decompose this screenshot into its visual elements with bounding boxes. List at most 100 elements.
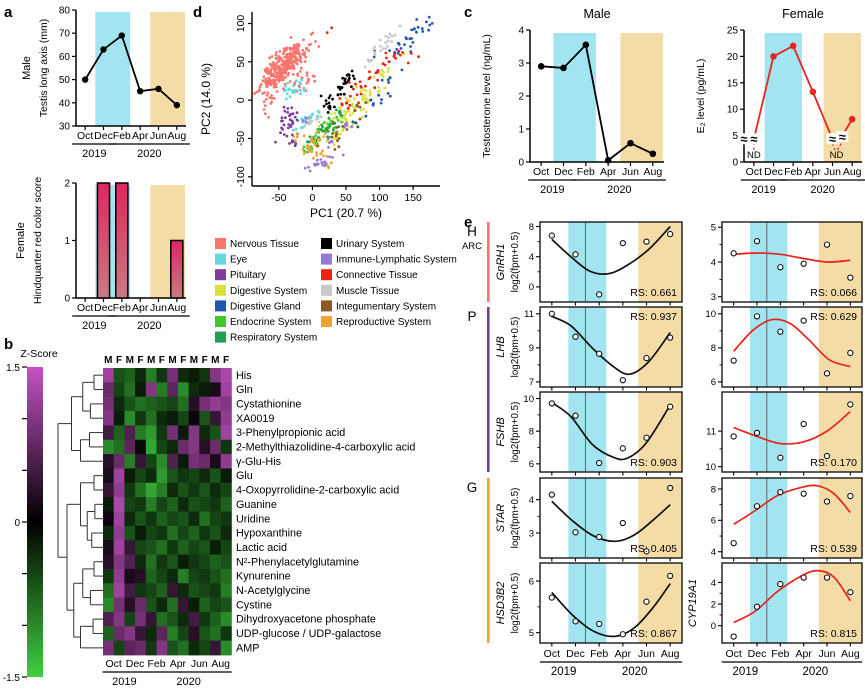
label: 0 [518,158,524,169]
fit-curve [551,583,671,638]
label: 15 [727,78,739,89]
label: Hindquarter red color score [32,177,44,304]
heatmap-month-axis: Oct Dec Feb Apr Jun Aug 2019 2020 [102,658,232,688]
gene-label: CYP19A1 [687,579,699,627]
legend-label: Digestive System [230,286,307,297]
label: 5 [529,628,534,639]
metabolite-label: UDP-glucose / UDP-galactose [236,628,381,640]
label: Apr [805,166,822,178]
cluster-reproductive-system [292,131,333,170]
colorbar-title: Z-Score [20,348,58,360]
label: 10 [727,105,739,116]
label: Feb [590,648,608,660]
gene-label: GnRH1 [495,244,507,281]
label: Feb [784,166,802,178]
label: 6 [529,576,534,587]
label: 2019 [751,184,775,196]
label: 7 [529,377,534,388]
label: Apr [170,658,187,670]
rs-value: RS: 0.661 [630,287,677,299]
label: Jun [150,302,167,314]
group-label: G [467,480,478,495]
label: M [104,355,112,366]
label: Jun [819,648,836,660]
panel-label-a: a [4,4,13,21]
label: M [126,355,134,366]
label: Feb [577,166,595,178]
expression-plot-col1row2: 10 11 RS: 0.170 [705,391,863,476]
fit-curve [551,500,671,543]
cluster-digestive-gland [351,15,434,129]
label: 0 [529,282,534,293]
label: 3 [711,292,716,303]
label: Jun [824,166,841,178]
label: 8 [711,343,716,354]
rs-value: RS: 0.867 [630,628,677,640]
label: 6 [711,516,716,527]
nd-label: ND [830,150,844,161]
label: Dec [94,302,113,314]
metabolite-label: XA0019 [236,413,274,425]
label: Oct [746,166,762,178]
pca-scatter [253,15,434,173]
cluster-urinary-system [319,69,356,114]
label: 80 [59,6,71,17]
label: Apr [600,166,617,178]
panel-label-c: c [464,4,473,21]
label: Feb [147,658,165,670]
label: M [147,355,155,366]
panel-label-d: d [193,4,203,21]
expression-plot-CYP19A1: 0 2 4 RS: 0.815 CYP19A1 Oct Dec Feb Apr Jun Aug 201… [687,562,863,678]
label: -100 [235,166,247,187]
label: 5 [732,131,738,142]
label: 100 [371,192,389,204]
label: Apr [132,302,149,314]
expression-plot-HSD3B2: 5 6 RS: 0.867 HSD3B2 log2(fpm+0.5) Oct Dec Feb A… [495,562,683,678]
label: 2020 [137,320,161,332]
label: Aug [841,648,860,660]
label: 1.5 [6,363,20,374]
gene-label: LHB [495,336,507,357]
fit-curve [733,484,851,525]
dendrogram [57,374,103,649]
month-axis: Oct Dec Feb Apr Jun Aug 2019 2020 [740,166,865,196]
legend-label: Urinary System [336,239,404,250]
label: Apr [615,648,632,660]
label: 100 [235,15,247,33]
cluster-muscle-tissue [303,24,402,127]
label: Dec [554,166,573,178]
metabolite-label: Gln [236,384,253,396]
label: 0 [310,192,316,204]
label: 0 [732,158,738,169]
label: 4 [529,252,534,263]
legend-label: Reproductive System [336,317,431,328]
label: 10 [705,309,716,320]
expression-plot-GnRH1: 0 4 8 RS: 0.661 GnRH1 log2(fpm+0.5) [495,221,683,306]
label: Dec [94,130,113,142]
label: 25 [727,26,739,37]
gene-label: HSD3B2 [495,582,507,625]
label: 4 [518,26,524,37]
label: Oct [106,658,122,670]
legend-label: Endocrine System [230,317,311,328]
panel-label-e: e [464,214,473,231]
label: Aug [211,658,230,670]
axis-break: ≈ [750,131,757,146]
rs-value: RS: 0.170 [810,457,857,469]
label: Aug [843,166,862,178]
label: M [168,355,176,366]
label: 0 [711,621,716,632]
label: 2019 [82,148,106,160]
label: 2019 [82,320,106,332]
fit-curve [551,225,671,275]
expression-plot-col1row1: 6 8 10 RS: 0.629 [705,306,863,391]
label: F [159,355,165,366]
label: Apr [132,130,149,142]
label: 2 [64,179,70,190]
log2-axis-label: log2(fpm+0.5) [510,488,521,549]
label: Jun [638,648,655,660]
label: Aug [167,302,186,314]
metabolite-label: N²-Phenylacetylglutamine [236,556,359,568]
month-axis: Oct Dec Feb Apr Jun Aug 2019 2020 [72,130,190,160]
